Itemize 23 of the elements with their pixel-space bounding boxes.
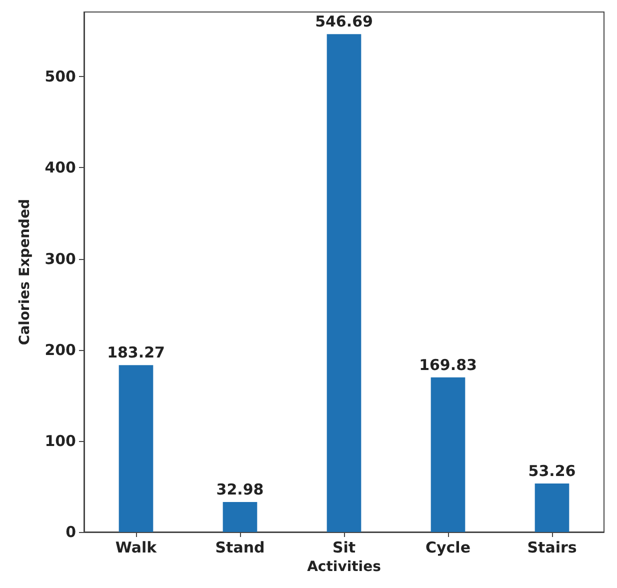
x-tick-label: Walk [115,538,158,556]
y-tick-label: 300 [44,250,76,268]
x-tick-label: Sit [332,538,356,556]
data-label: 53.26 [528,462,576,480]
data-label: 169.83 [419,356,477,374]
bar [430,377,466,532]
y-tick-label: 500 [44,68,76,86]
x-tick-label: Stand [215,538,265,556]
data-label: 183.27 [107,344,165,362]
data-label: 546.69 [315,12,373,31]
y-tick-label: 200 [44,340,76,359]
y-tick-label: 0 [66,523,76,541]
bar [118,365,154,532]
x-tick-label: Stairs [527,538,577,556]
bar [534,483,570,532]
y-tick-label: 100 [44,432,76,450]
x-axis-title: Activities [307,559,381,575]
data-label: 32.98 [216,480,264,498]
x-tick-label: Cycle [426,538,470,556]
y-tick-label: 400 [44,158,76,177]
bar [326,34,362,532]
y-axis-title: Calories Expended [17,198,33,346]
bar [222,502,258,532]
